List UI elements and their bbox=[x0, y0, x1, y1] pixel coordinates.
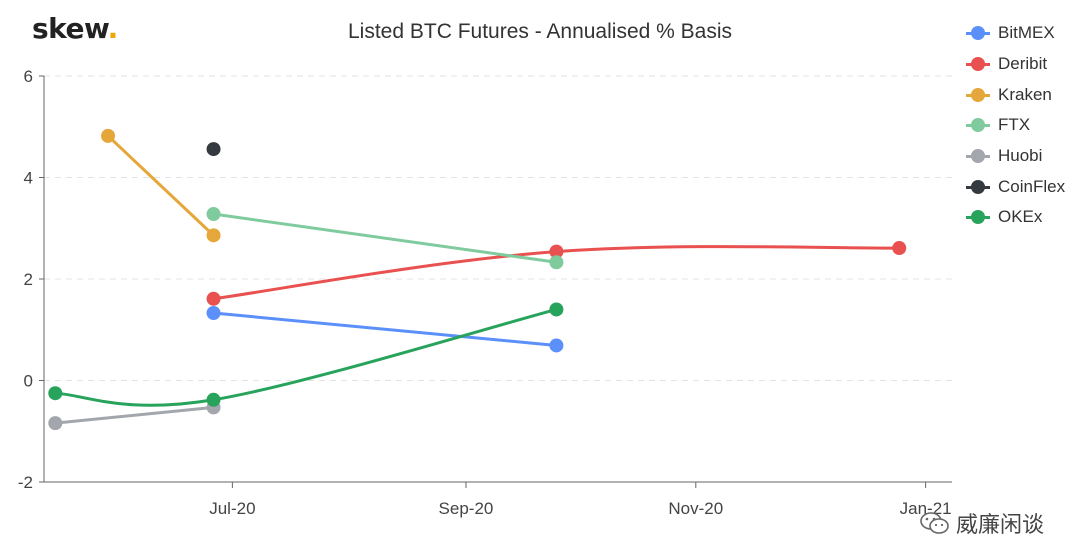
legend-item-okex[interactable]: OKEx bbox=[966, 202, 1065, 233]
brand-dot: . bbox=[107, 12, 119, 45]
legend-swatch-deribit bbox=[966, 57, 994, 72]
series-line-okex bbox=[53, 307, 558, 407]
y-tick-label: 4 bbox=[24, 169, 33, 188]
data-point-bitmex bbox=[549, 338, 564, 353]
series-line-bitmex bbox=[212, 311, 558, 347]
y-tick-label: 2 bbox=[24, 270, 33, 289]
data-point-okex bbox=[206, 392, 221, 407]
legend-swatch-coinflex bbox=[966, 179, 994, 194]
data-point-deribit bbox=[549, 244, 564, 259]
legend-item-ftx[interactable]: FTX bbox=[966, 110, 1065, 141]
y-tick-label: 0 bbox=[24, 372, 33, 391]
legend-item-bitmex[interactable]: BitMEX bbox=[966, 18, 1065, 49]
legend-label: Kraken bbox=[998, 84, 1052, 104]
legend-swatch-huobi bbox=[966, 149, 994, 164]
x-tick-label: Jan-21 bbox=[900, 499, 952, 518]
series-line-kraken bbox=[106, 134, 216, 237]
legend-item-kraken[interactable]: Kraken bbox=[966, 79, 1065, 110]
series-line-ftx bbox=[212, 212, 558, 264]
series-line-huobi bbox=[53, 405, 216, 425]
legend-label: Deribit bbox=[998, 54, 1048, 74]
legend-swatch-bitmex bbox=[966, 26, 994, 41]
brand-name: skew bbox=[32, 12, 108, 45]
x-tick-label: Jul-20 bbox=[209, 499, 255, 518]
legend-label: BitMEX bbox=[998, 23, 1055, 43]
watermark: 威廉闲谈 bbox=[920, 507, 1044, 539]
legend-label: OKEx bbox=[998, 207, 1043, 227]
data-point-deribit bbox=[206, 291, 221, 306]
wechat-icon bbox=[920, 512, 949, 534]
chart-legend: BitMEX Deribit Kraken FTX Huobi CoinFlex OKEx bbox=[966, 18, 1065, 233]
legend-label: CoinFlex bbox=[998, 176, 1066, 196]
x-tick-label: Sep-20 bbox=[439, 499, 494, 518]
data-point-okex bbox=[549, 302, 564, 317]
data-point-okex bbox=[48, 386, 63, 401]
data-point-ftx bbox=[549, 255, 564, 270]
legend-item-huobi[interactable]: Huobi bbox=[966, 141, 1065, 172]
legend-swatch-kraken bbox=[966, 87, 994, 102]
legend-swatch-ftx bbox=[966, 118, 994, 133]
x-tick-label: Nov-20 bbox=[668, 499, 723, 518]
watermark-text: 威廉闲谈 bbox=[955, 513, 1044, 538]
data-point-bitmex bbox=[206, 306, 221, 321]
y-tick-label: -2 bbox=[18, 473, 33, 492]
brand-logo: skew. bbox=[32, 12, 118, 45]
legend-item-coinflex[interactable]: CoinFlex bbox=[966, 171, 1065, 202]
data-point-kraken bbox=[101, 128, 116, 143]
y-tick-label: 6 bbox=[24, 67, 33, 86]
data-point-ftx bbox=[206, 207, 221, 222]
legend-swatch-okex bbox=[966, 210, 994, 225]
legend-label: FTX bbox=[998, 115, 1031, 135]
chart-title: Listed BTC Futures - Annualised % Basis bbox=[347, 20, 732, 43]
data-point-deribit bbox=[892, 241, 907, 256]
data-point-huobi bbox=[48, 416, 63, 431]
legend-label: Huobi bbox=[998, 146, 1043, 166]
data-point-kraken bbox=[206, 228, 221, 243]
data-point-coinflex bbox=[206, 142, 221, 157]
legend-item-deribit[interactable]: Deribit bbox=[966, 49, 1065, 80]
